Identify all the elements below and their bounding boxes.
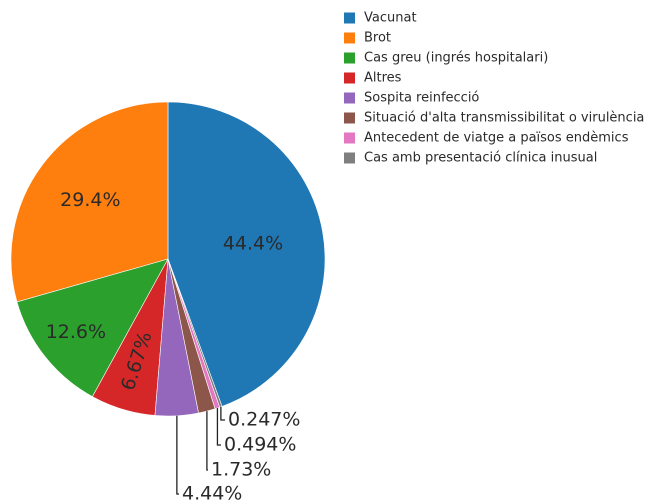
slice-label: 0.494% [224,434,296,456]
leader-line [220,406,225,421]
pie-slice [10,101,169,303]
legend-label: Sospita reinfecció [364,91,479,106]
legend-label: Cas amb presentació clínica inusual [364,151,597,166]
slice-label: 4.44% [182,483,242,504]
slice-label: 29.4% [60,189,120,211]
legend-swatch [344,12,355,24]
slice-label: 1.73% [211,459,271,481]
leader-line [176,415,179,495]
leader-line [206,411,208,471]
legend-label: Altres [364,71,402,86]
legend-swatch [344,132,355,144]
legend-swatch [344,72,355,84]
slice-label: 12.6% [46,321,106,343]
leader-line [216,408,221,446]
legend-swatch [344,152,355,164]
legend-swatch [344,92,355,104]
legend-swatch [344,112,355,124]
legend-label: Vacunat [364,11,417,26]
legend-label: Antecedent de viatge a països endèmics [364,131,629,146]
legend-label: Brot [364,31,391,46]
legend-swatch [344,52,355,64]
legend-label: Situació d'alta transmissibilitat o viru… [364,111,644,126]
slice-label: 44.4% [223,232,283,254]
legend-swatch [344,32,355,44]
slice-label: 0.247% [228,409,300,431]
pie-slice [167,101,326,407]
legend-label: Cas greu (ingrés hospitalari) [364,51,548,66]
pie-slice [16,258,169,398]
